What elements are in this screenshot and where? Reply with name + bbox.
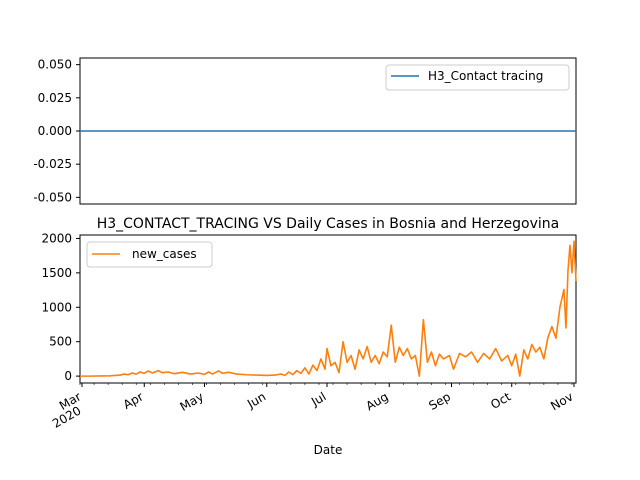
bottom-legend-box bbox=[86, 241, 213, 268]
top-legend: H3_Contact tracing bbox=[385, 64, 570, 91]
bottom-y-ticks: 0 500 1000 1500 2000 bbox=[41, 231, 80, 383]
bottom-axes-frame bbox=[79, 234, 577, 384]
top-y-ticks: 0.050 0.025 0.000 -0.025 -0.050 bbox=[33, 58, 80, 204]
top-y-tick-label: -0.025 bbox=[33, 157, 72, 171]
bottom-legend: new_cases bbox=[86, 241, 213, 268]
x-axis-label: Date bbox=[314, 443, 343, 457]
top-y-tick-label: 0.025 bbox=[38, 91, 72, 105]
bottom-y-tick-label: 0 bbox=[64, 369, 72, 383]
bottom-legend-label: new_cases bbox=[132, 247, 197, 261]
bottom-y-tick-label: 1000 bbox=[41, 300, 72, 314]
top-y-tick-label: 0.050 bbox=[38, 58, 72, 72]
top-legend-box bbox=[385, 64, 570, 91]
top-legend-label: H3_Contact tracing bbox=[428, 69, 543, 83]
bottom-y-tick-label: 2000 bbox=[41, 231, 72, 245]
bottom-series-lines bbox=[80, 240, 577, 377]
bottom-series-line bbox=[80, 240, 577, 377]
top-y-tick-label: -0.050 bbox=[33, 190, 72, 204]
bottom-y-tick-label: 1500 bbox=[41, 266, 72, 280]
bottom-y-tick-label: 500 bbox=[49, 335, 72, 349]
chart-title: H3_CONTACT_TRACING VS Daily Cases in Bos… bbox=[97, 216, 560, 232]
top-subplot: 0.050 0.025 0.000 -0.025 -0.050 H3_Contact t… bbox=[33, 57, 577, 205]
bottom-x-tick-label: Jul bbox=[308, 389, 328, 409]
top-y-tick-label: 0.000 bbox=[38, 124, 72, 138]
